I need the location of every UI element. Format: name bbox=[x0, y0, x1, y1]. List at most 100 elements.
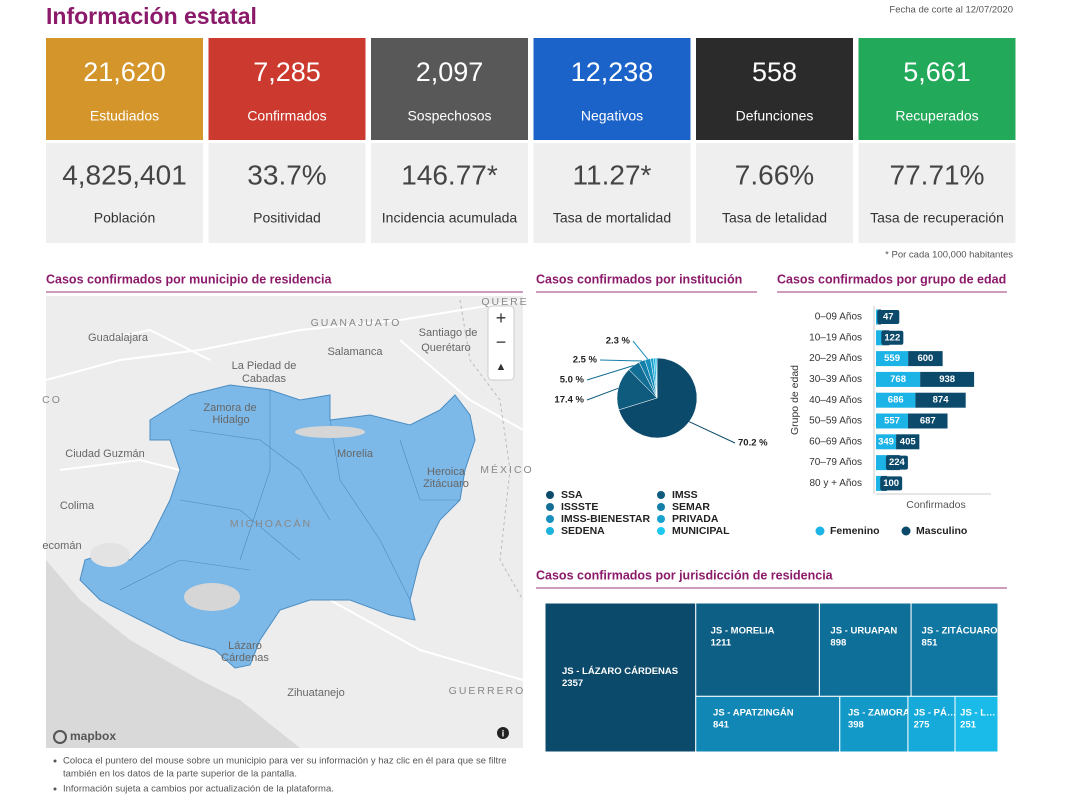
page-title: Información estatal bbox=[46, 3, 257, 29]
legend-label: SSA bbox=[561, 489, 583, 501]
summary-value: 7,285 bbox=[253, 57, 321, 87]
y-axis-title: Grupo de edad bbox=[789, 365, 801, 435]
bar-value-label: 557 bbox=[884, 416, 900, 427]
treemap-value: 851 bbox=[922, 638, 939, 649]
bar-segment bbox=[920, 371, 975, 387]
summary-label: Confirmados bbox=[247, 108, 326, 124]
label-background bbox=[881, 330, 904, 345]
info-icon bbox=[497, 727, 509, 739]
map-road bbox=[99, 328, 211, 361]
treemap-label: JS - URUAPAN bbox=[830, 626, 897, 637]
treemap-label: JS - ZAMORA bbox=[848, 708, 910, 719]
bar-segment bbox=[876, 309, 879, 325]
legend-label: IMSS-BIENESTAR bbox=[561, 513, 650, 525]
rate-value: 33.7% bbox=[247, 159, 326, 190]
map-lake bbox=[295, 426, 365, 438]
map-road bbox=[399, 339, 524, 431]
map-road bbox=[59, 458, 181, 471]
map-label: Colima bbox=[60, 500, 95, 512]
y-tick-label: 30–39 Años bbox=[809, 374, 862, 385]
legend-swatch bbox=[657, 527, 665, 535]
treemap-cell bbox=[907, 695, 956, 753]
map-label: Zamora de bbox=[203, 402, 256, 414]
map-municipality-border bbox=[189, 429, 331, 521]
treemap-cell bbox=[839, 695, 909, 753]
map-label: QUERE bbox=[481, 296, 528, 308]
rate-label: Tasa de letalidad bbox=[722, 210, 827, 226]
map-label: Ciudad Guzmán bbox=[65, 448, 145, 460]
map-road bbox=[45, 299, 524, 381]
map-label: GUANAJUATO bbox=[311, 317, 402, 329]
bar-value-label: 874 bbox=[933, 395, 950, 406]
rate-card bbox=[371, 143, 528, 243]
bar-value-label: 47 bbox=[883, 312, 894, 323]
bar-segment bbox=[915, 392, 966, 408]
bar-value-label: 559 bbox=[884, 353, 900, 364]
map-label: Morelia bbox=[337, 448, 374, 460]
map-label: Santiago de bbox=[419, 327, 478, 339]
rate-card bbox=[696, 143, 853, 243]
summary-card bbox=[696, 38, 853, 140]
note-text: Coloca el puntero del mouse sobre un mun… bbox=[63, 756, 507, 767]
y-tick-label: 20–29 Años bbox=[809, 353, 862, 364]
bar-segment bbox=[876, 413, 909, 429]
summary-value: 558 bbox=[752, 57, 797, 87]
legend-swatch bbox=[657, 503, 665, 511]
bar-value-label: 600 bbox=[917, 353, 933, 364]
pie-leader-line bbox=[586, 387, 619, 401]
note-text: Información sujeta a cambios por actuali… bbox=[63, 784, 334, 795]
map-municipality-border bbox=[179, 499, 301, 561]
legend-swatch bbox=[901, 526, 911, 536]
bar-value-label: 405 bbox=[900, 436, 917, 447]
rate-value: 77.71% bbox=[890, 159, 985, 190]
notes: Coloca el puntero del mouse sobre un mun… bbox=[53, 756, 507, 795]
legend-swatch bbox=[546, 527, 554, 535]
treemap-label: JS - ZITÁCUARO bbox=[922, 626, 998, 637]
legend-label: Masculino bbox=[916, 525, 967, 537]
label-background bbox=[885, 455, 908, 470]
map-panel: Casos confirmados por municipio de resid… bbox=[42, 272, 533, 748]
compass-button[interactable]: ▲ bbox=[496, 361, 507, 373]
summary-label: Defunciones bbox=[736, 108, 814, 124]
legend-label: SEMAR bbox=[672, 501, 710, 513]
bar-segment bbox=[876, 351, 909, 367]
legend-label: MUNICIPAL bbox=[672, 525, 730, 537]
bar-value-label: 687 bbox=[920, 416, 936, 427]
cards: 21,620 Estudiados 7,285 Confirmados 2,097 Sos… bbox=[46, 38, 1016, 243]
map-attribution[interactable]: mapbox bbox=[70, 729, 116, 743]
map-label: La Piedad de bbox=[232, 360, 297, 372]
y-tick-label: 50–59 Años bbox=[809, 416, 862, 427]
summary-label: Sospechosos bbox=[407, 108, 491, 124]
y-tick-label: 80 y + Años bbox=[809, 478, 862, 489]
cutoff-date: Fecha de corte al 12/07/2020 bbox=[889, 5, 1013, 16]
legend-swatch bbox=[815, 526, 825, 536]
summary-card bbox=[858, 38, 1016, 140]
pie-slice bbox=[618, 357, 698, 439]
rate-value: 4,825,401 bbox=[62, 159, 187, 190]
bar-value-label: 768 bbox=[890, 374, 906, 385]
treemap-value: 275 bbox=[914, 720, 931, 731]
bar-segment bbox=[876, 434, 897, 450]
note-bullet bbox=[53, 787, 57, 791]
map-label: Heroica bbox=[427, 466, 466, 478]
pie-panel: Casos confirmados por institución 70.2 % 1… bbox=[536, 272, 768, 537]
map-label: Cabadas bbox=[242, 373, 287, 385]
map-label: MÉXICO bbox=[480, 463, 533, 476]
treemap-cell bbox=[954, 695, 999, 753]
x-axis-title: Confirmados bbox=[906, 499, 966, 511]
bar-segment bbox=[876, 392, 916, 408]
treemap-label: JS - L… bbox=[960, 708, 995, 719]
map-label: Lázaro bbox=[228, 640, 262, 652]
rate-value: 11.27* bbox=[573, 159, 652, 190]
pie-leader-line bbox=[689, 421, 736, 444]
map-label: CO bbox=[42, 394, 62, 406]
note-bullet bbox=[53, 759, 57, 763]
map-label: Guadalajara bbox=[88, 332, 149, 344]
info-button[interactable]: i bbox=[502, 728, 505, 738]
map-label: MICHOACÁN bbox=[230, 517, 312, 530]
bar-value-label: 686 bbox=[888, 395, 904, 406]
zoom-out-button[interactable]: − bbox=[496, 332, 507, 352]
treemap-value: 398 bbox=[848, 720, 864, 731]
zoom-in-button[interactable]: + bbox=[496, 308, 507, 328]
